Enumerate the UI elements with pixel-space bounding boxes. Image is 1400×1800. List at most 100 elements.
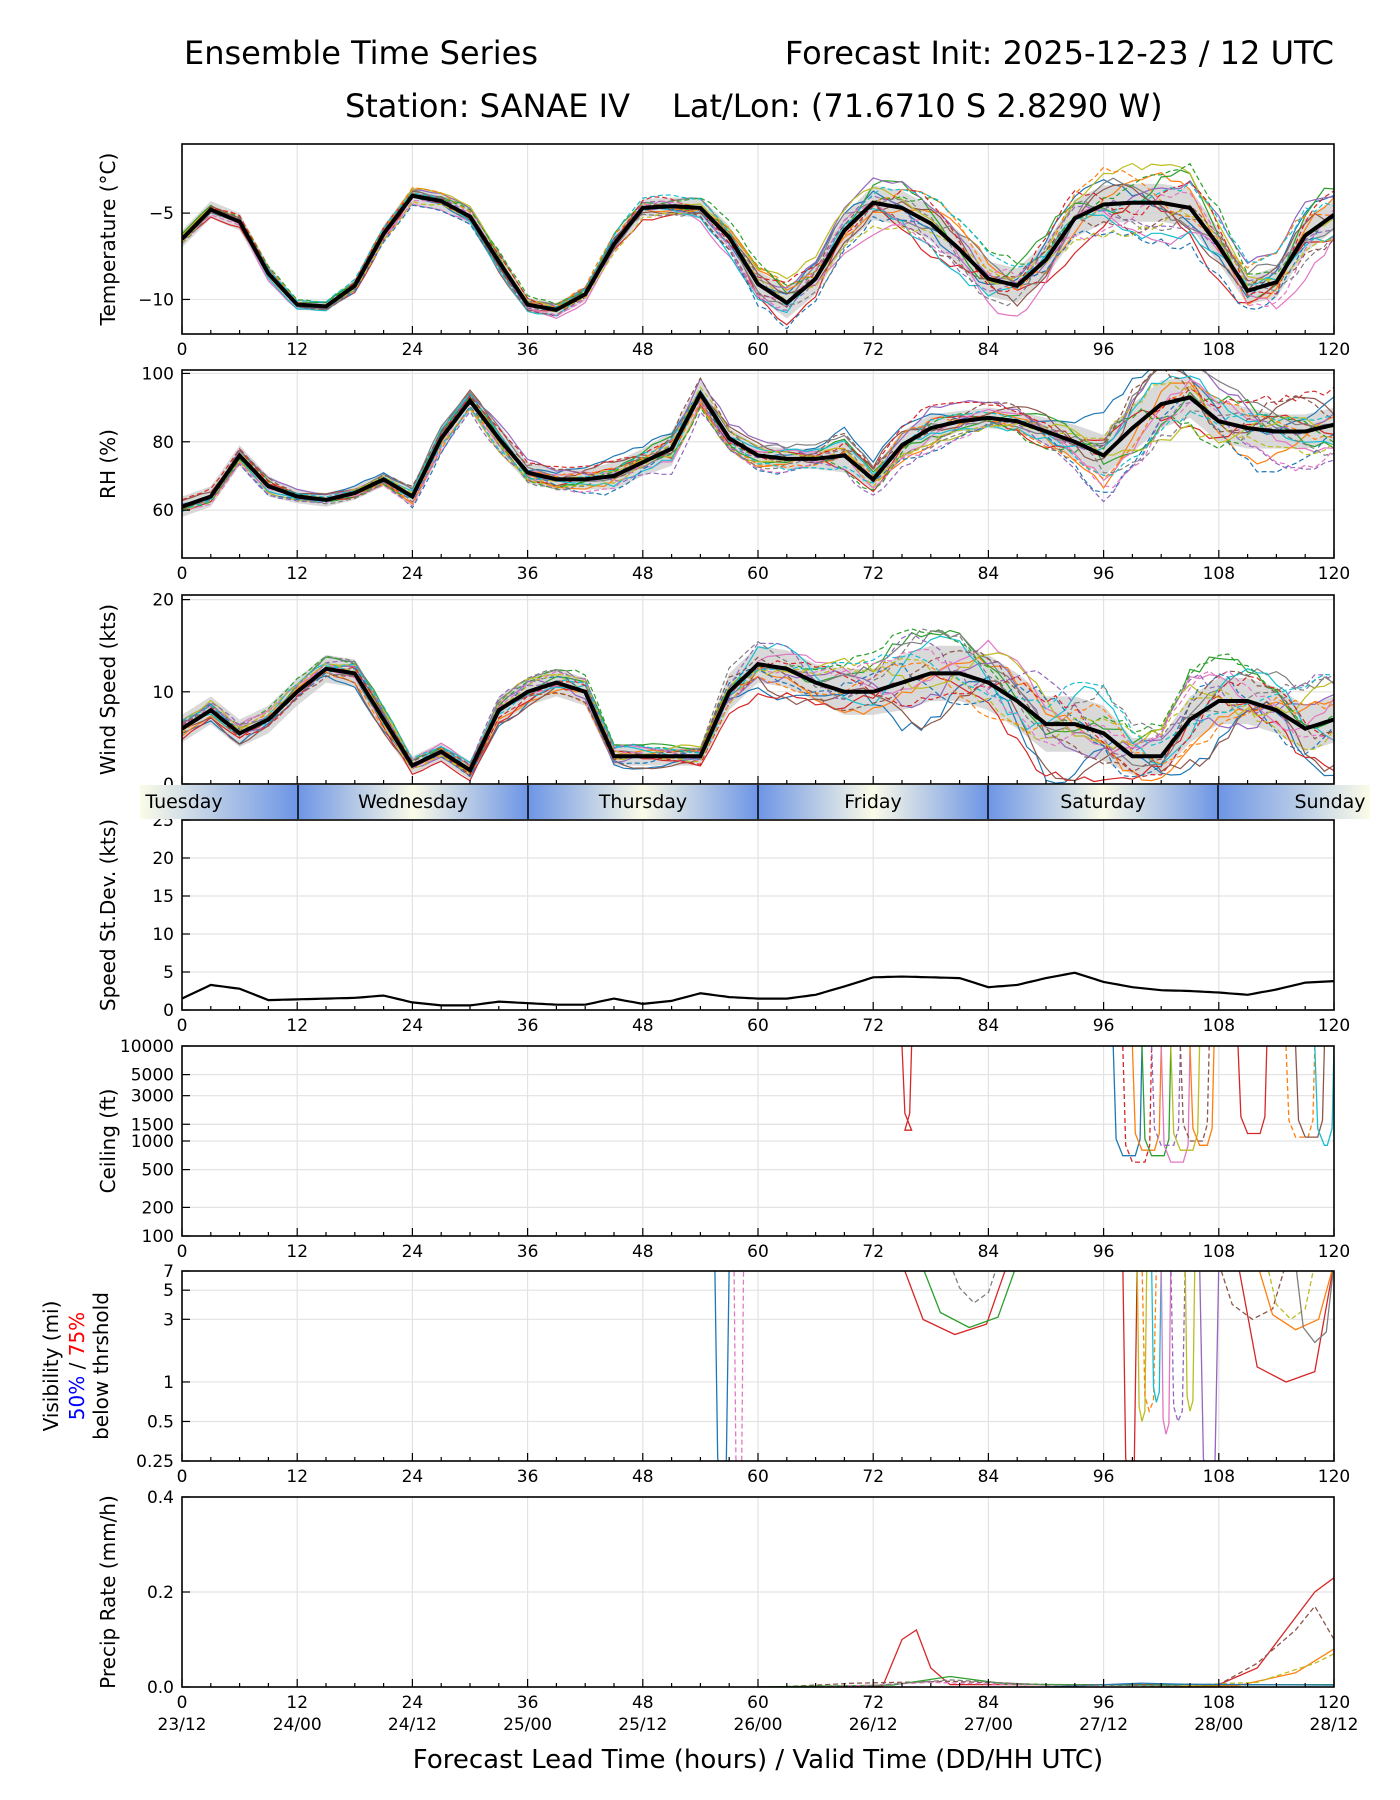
member-line [1141, 1046, 1172, 1157]
x-tick-label: 108 [1203, 340, 1235, 360]
y-tick-label: 5 [163, 1281, 174, 1301]
y-tick-label: 3 [163, 1310, 174, 1330]
day-band-friday [758, 785, 988, 819]
x-tick-label: 84 [978, 1467, 1000, 1487]
y-tick-label: 1500 [131, 1115, 174, 1135]
day-label-friday: Friday [844, 791, 902, 813]
member-line [1179, 1046, 1210, 1142]
member-line [1189, 1046, 1215, 1146]
x-tick-label: 60 [747, 1693, 769, 1713]
ensemble-mean-line [182, 193, 1334, 312]
plot-area [901, 1046, 1334, 1163]
member-line [1112, 1046, 1143, 1157]
y-tick-label: 1000 [131, 1132, 174, 1152]
x-tick-label: 12 [286, 1467, 308, 1487]
member-line [1314, 1046, 1334, 1146]
x-tick-label: 84 [978, 340, 1000, 360]
ensemble-mean-line [182, 971, 1334, 1007]
x-tick-label: 84 [978, 1016, 1000, 1036]
y-tick-label: 15 [152, 887, 174, 907]
y-tick-label: 10000 [120, 1037, 174, 1057]
member-line [1151, 1271, 1162, 1403]
member-line [1294, 1046, 1326, 1138]
y-tick-label: 100 [142, 1227, 174, 1247]
y-tick-label: 200 [142, 1198, 174, 1218]
member-line [1285, 1046, 1316, 1138]
legend-50-percent: 50% [65, 1376, 89, 1420]
x-tick-label: 84 [978, 564, 1000, 584]
day-band-tuesday [140, 785, 298, 819]
x-tick-label: 120 [1318, 1467, 1350, 1487]
member-line [182, 200, 1334, 311]
y-tick-label: 20 [152, 591, 174, 611]
y-tick-label: 0.25 [136, 1452, 174, 1472]
x-tick-label: 96 [1093, 340, 1115, 360]
y-tick-label: 0.0 [147, 1678, 174, 1698]
ensemble-mean-line [182, 661, 1334, 774]
x-tick-label: 84 [978, 1242, 1000, 1262]
panel-visibility: 0 12 24 36 48 60 72 84 96 108 120 0.25 0.5 1 3 57 Visibi… [39, 1262, 1350, 1487]
legend-75-percent: 75% [65, 1312, 89, 1356]
plot-area [182, 971, 1334, 1007]
member-line [1238, 1271, 1334, 1383]
valid-time-label: 25/00 [503, 1715, 552, 1735]
x-tick-label: 48 [632, 1467, 654, 1487]
member-line [1122, 1046, 1153, 1163]
y-axis-label: Ceiling (ft) [96, 1089, 120, 1194]
panel-wind_speed: 01020Wind Speed (kts) [96, 591, 1335, 795]
member-line [1160, 1046, 1191, 1163]
y-axis-label: Speed St.Dev. (kts) [96, 819, 120, 1011]
day-label-sunday: Sunday [1294, 791, 1365, 813]
y-tick-label: 100 [142, 364, 174, 384]
y-tick-label: 0.2 [147, 1583, 174, 1603]
x-tick-label: 96 [1093, 1016, 1115, 1036]
x-tick-label: 36 [517, 1016, 539, 1036]
x-tick-label: 24 [402, 340, 424, 360]
ensemble-mean-line [182, 389, 1334, 509]
member-line [182, 628, 1334, 772]
panel-precip_rate: 0 12 24 36 48 60 72 84 96 108 120 0.0 0.2 0.4 Precip R… [96, 1488, 1350, 1713]
x-tick-label: 48 [632, 340, 654, 360]
x-tick-label: 36 [517, 1467, 539, 1487]
x-tick-label: 60 [747, 1467, 769, 1487]
y-tick-label: 60 [152, 501, 174, 521]
y-tick-label: 0.4 [147, 1488, 174, 1508]
x-tick-label: 0 [177, 1242, 188, 1262]
valid-time-label: 24/12 [388, 1715, 437, 1735]
y-tick-label: 5000 [131, 1066, 174, 1086]
x-tick-label: 60 [747, 1242, 769, 1262]
y-axis-label: RH (%) [96, 429, 120, 499]
member-line [901, 1046, 913, 1131]
x-tick-label: 48 [632, 564, 654, 584]
y-tick-label: 10 [152, 683, 174, 703]
y-axis-label: Precip Rate (mm/h) [96, 1495, 120, 1689]
y-tick-label: 7 [163, 1262, 174, 1282]
member-line [1150, 1046, 1182, 1146]
member-line [1184, 1271, 1196, 1412]
member-line [757, 1577, 1334, 1687]
x-tick-label: 120 [1318, 1693, 1350, 1713]
plot-area [182, 370, 1334, 517]
x-tick-label: 108 [1203, 1467, 1235, 1487]
member-line [1170, 1046, 1201, 1151]
y-tick-label: 1 [163, 1373, 174, 1393]
x-tick-label: 108 [1203, 1693, 1235, 1713]
day-label-thursday: Thursday [598, 791, 687, 813]
y-tick-label: 3000 [131, 1087, 174, 1107]
y-tick-label: 0 [163, 1001, 174, 1021]
day-label-tuesday: Tuesday [144, 791, 222, 813]
spread-band [182, 645, 1334, 780]
member-line [1267, 1271, 1314, 1321]
x-tick-label: 120 [1318, 1016, 1350, 1036]
y-tick-label: 10 [152, 925, 174, 945]
right-title: Forecast Init: 2025-12-23 / 12 UTC [785, 34, 1334, 72]
x-tick-label: 24 [402, 1693, 424, 1713]
x-tick-label: 120 [1318, 1242, 1350, 1262]
x-tick-label: 0 [177, 340, 188, 360]
day-label-saturday: Saturday [1060, 791, 1146, 813]
plot-area [182, 628, 1334, 784]
x-tick-label: 72 [862, 564, 884, 584]
x-tick-label: 0 [177, 1693, 188, 1713]
